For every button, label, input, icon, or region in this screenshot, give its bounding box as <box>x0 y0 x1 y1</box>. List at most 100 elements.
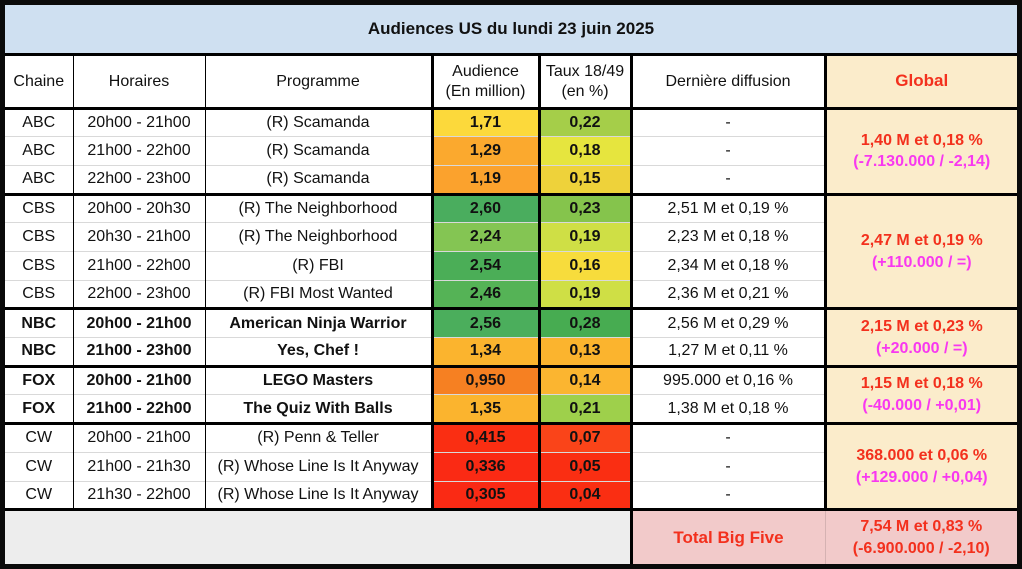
cell-derniere: 995.000 et 0,16 % <box>631 364 827 395</box>
table-row: FOX 21h00 - 22h00 The Quiz With Balls 1,… <box>5 394 1017 424</box>
global-delta-value: (-7.130.000 / -2,14) <box>853 153 991 171</box>
global-main-value: 1,15 M et 0,18 % <box>860 375 983 393</box>
table-row: CW 21h30 - 22h00 (R) Whose Line Is It An… <box>5 480 1017 510</box>
cell-taux: 0,18 <box>539 136 633 166</box>
global-cell-abc: 1,40 M et 0,18 % (-7.130.000 / -2,14) <box>825 106 1018 195</box>
table-row: CBS 22h00 - 23h00 (R) FBI Most Wanted 2,… <box>5 279 1017 309</box>
cell-derniere: 2,34 M et 0,18 % <box>631 251 827 281</box>
header-row: Chaine Horaires Programme Audience (En m… <box>5 54 1018 110</box>
global-main-value: 2,15 M et 0,23 % <box>860 317 983 335</box>
cell-chaine: FOX <box>5 364 74 395</box>
global-cell-fox: 1,15 M et 0,18 % (-40.000 / +0,01) <box>825 364 1018 424</box>
cell-audience: 2,60 <box>432 192 541 223</box>
cell-chaine: CW <box>5 422 74 453</box>
cell-audience: 1,71 <box>432 106 541 137</box>
global-delta-value: (+129.000 / +0,04) <box>855 468 988 486</box>
table-row: FOX 20h00 - 21h00 LEGO Masters 0,950 0,1… <box>5 364 1018 424</box>
cell-chaine: CBS <box>5 251 74 281</box>
cell-audience: 2,54 <box>432 251 541 281</box>
table-row: CBS 20h30 - 21h00 (R) The Neighborhood 2… <box>5 222 1017 252</box>
column-header-horaires: Horaires <box>73 54 206 110</box>
global-cell-nbc: 2,15 M et 0,23 % (+20.000 / =) <box>825 307 1018 367</box>
page-title: Audiences US du lundi 23 juin 2025 <box>5 5 1018 57</box>
cell-derniere: 2,23 M et 0,18 % <box>631 222 827 252</box>
table-row: CW 20h00 - 21h00 (R) Penn & Teller 0,415… <box>5 422 1018 510</box>
global-delta-value: (+20.000 / =) <box>875 339 968 357</box>
cell-derniere: - <box>631 451 827 481</box>
cell-audience: 0,950 <box>432 364 541 395</box>
cell-derniere: 1,38 M et 0,18 % <box>631 394 827 424</box>
cell-derniere: 2,51 M et 0,19 % <box>631 192 827 223</box>
cell-taux: 0,14 <box>539 364 633 395</box>
global-main-value: 1,40 M et 0,18 % <box>860 131 983 149</box>
cell-horaires: 22h00 - 23h00 <box>73 279 206 309</box>
cell-horaires: 20h00 - 21h00 <box>73 106 206 137</box>
global-delta-value: (-40.000 / +0,01) <box>862 396 982 414</box>
cell-taux: 0,19 <box>539 222 633 252</box>
column-header-audience: Audience (En million) <box>432 54 541 110</box>
title-row: Audiences US du lundi 23 juin 2025 <box>5 5 1018 57</box>
cell-horaires: 21h00 - 22h00 <box>73 394 206 424</box>
cell-audience: 1,19 <box>432 164 541 195</box>
cell-chaine: CBS <box>5 222 74 252</box>
cell-horaires: 21h00 - 22h00 <box>73 251 206 281</box>
global-main-value: 7,54 M et 0,83 % <box>860 518 983 535</box>
column-header-programme: Programme <box>205 54 434 110</box>
cell-taux: 0,21 <box>539 394 633 424</box>
cell-chaine: CW <box>5 480 74 510</box>
footer-row: Total Big Five 7,54 M et 0,83 % (-6.900.… <box>5 508 1018 564</box>
cell-taux: 0,07 <box>539 422 633 453</box>
global-delta-value: (-6.900.000 / -2,10) <box>852 539 990 557</box>
global-cell-cbs: 2,47 M et 0,19 % (+110.000 / =) <box>825 192 1018 309</box>
cell-audience: 2,56 <box>432 307 541 338</box>
cell-audience: 2,46 <box>432 279 541 309</box>
table-row: CW 21h00 - 21h30 (R) Whose Line Is It An… <box>5 451 1017 481</box>
footer-global-cell: 7,54 M et 0,83 % (-6.900.000 / -2,10) <box>825 508 1018 564</box>
table-row: CBS 20h00 - 20h30 (R) The Neighborhood 2… <box>5 192 1018 309</box>
column-header-derniere: Dernière diffusion <box>631 54 827 110</box>
cell-taux: 0,05 <box>539 451 633 481</box>
cell-programme: Yes, Chef ! <box>205 337 434 367</box>
cell-horaires: 21h00 - 21h30 <box>73 451 206 481</box>
table-row: ABC 20h00 - 21h00 (R) Scamanda 1,71 0,22… <box>5 106 1018 195</box>
cell-horaires: 20h00 - 21h00 <box>73 422 206 453</box>
cell-chaine: CBS <box>5 192 74 223</box>
cell-horaires: 20h00 - 21h00 <box>73 307 206 338</box>
table-row: NBC 20h00 - 21h00 American Ninja Warrior… <box>5 307 1018 367</box>
cell-horaires: 20h00 - 20h30 <box>73 192 206 223</box>
cell-taux: 0,23 <box>539 192 633 223</box>
cell-chaine: ABC <box>5 106 74 137</box>
table-row: ABC 22h00 - 23h00 (R) Scamanda 1,19 0,15… <box>5 164 1017 195</box>
cell-programme: (R) Penn & Teller <box>205 422 434 453</box>
column-header-chaine: Chaine <box>5 54 74 110</box>
cell-programme: The Quiz With Balls <box>205 394 434 424</box>
cell-derniere: - <box>631 106 827 137</box>
cell-chaine: CBS <box>5 279 74 309</box>
cell-horaires: 22h00 - 23h00 <box>73 164 206 195</box>
cell-horaires: 20h30 - 21h00 <box>73 222 206 252</box>
cell-chaine: ABC <box>5 136 74 166</box>
cell-audience: 0,305 <box>432 480 541 510</box>
cell-horaires: 21h00 - 22h00 <box>73 136 206 166</box>
global-main-value: 2,47 M et 0,19 % <box>860 231 983 249</box>
cell-chaine: FOX <box>5 394 74 424</box>
cell-taux: 0,16 <box>539 251 633 281</box>
cell-derniere: - <box>631 480 827 510</box>
cell-programme: (R) Scamanda <box>205 136 434 166</box>
cell-taux: 0,13 <box>539 337 633 367</box>
global-cell-cw: 368.000 et 0,06 % (+129.000 / +0,04) <box>825 422 1018 510</box>
cell-derniere: 2,56 M et 0,29 % <box>631 307 827 338</box>
cell-audience: 1,35 <box>432 394 541 424</box>
cell-horaires: 21h30 - 22h00 <box>73 480 206 510</box>
footer-empty-cell <box>5 508 633 564</box>
cell-chaine: CW <box>5 451 74 481</box>
cell-programme: LEGO Masters <box>205 364 434 395</box>
cell-chaine: ABC <box>5 164 74 195</box>
cell-chaine: NBC <box>5 337 74 367</box>
cell-programme: (R) The Neighborhood <box>205 192 434 223</box>
table-row: CBS 21h00 - 22h00 (R) FBI 2,54 0,16 2,34… <box>5 251 1017 281</box>
cell-derniere: 2,36 M et 0,21 % <box>631 279 827 309</box>
footer-total-label: Total Big Five <box>631 508 826 564</box>
cell-taux: 0,19 <box>539 279 633 309</box>
